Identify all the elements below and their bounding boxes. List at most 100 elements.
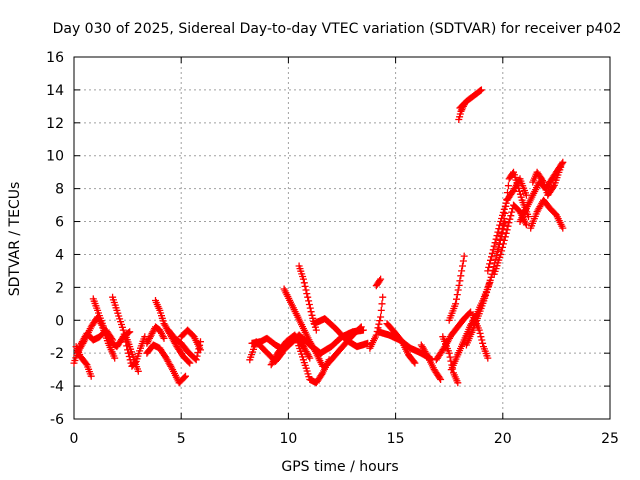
data-point <box>119 326 127 334</box>
y-axis-label: SDTVAR / TECUs <box>7 182 23 297</box>
x-tick-label: 25 <box>601 431 619 447</box>
data-track <box>89 295 134 351</box>
data-point <box>459 262 466 270</box>
data-point <box>492 255 500 263</box>
data-track <box>164 326 204 364</box>
data-point <box>501 233 509 241</box>
data-point <box>496 235 504 243</box>
data-point <box>303 290 311 298</box>
data-point <box>126 328 134 336</box>
data-point <box>357 323 365 331</box>
data-point <box>378 300 386 308</box>
data-point <box>453 295 460 303</box>
data-point <box>111 354 119 362</box>
data-track <box>469 311 492 362</box>
data-point <box>457 107 465 115</box>
data-point <box>484 286 491 293</box>
data-point <box>160 334 168 342</box>
data-point <box>517 193 525 201</box>
data-point <box>485 263 493 271</box>
data-point <box>306 354 314 362</box>
x-tick-label: 0 <box>70 431 79 447</box>
data-track <box>495 168 532 253</box>
data-point <box>505 219 513 227</box>
data-point <box>495 240 503 248</box>
data-point <box>496 221 504 229</box>
data-point <box>491 239 499 247</box>
data-point <box>364 339 372 347</box>
data-point <box>306 304 314 312</box>
y-tick-label: 10 <box>46 149 64 165</box>
data-point <box>477 86 485 94</box>
y-tick-label: 16 <box>46 50 64 66</box>
data-point <box>475 326 483 334</box>
data-point <box>181 373 189 381</box>
data-track <box>445 252 468 324</box>
data-point <box>302 286 310 294</box>
data-point <box>559 158 567 166</box>
data-point <box>134 367 142 375</box>
data-point <box>498 225 506 233</box>
data-point <box>458 267 466 275</box>
x-tick-label: 15 <box>387 431 405 447</box>
data-point <box>125 349 132 357</box>
data-point <box>377 313 385 321</box>
data-point <box>558 160 566 168</box>
data-point <box>483 289 491 296</box>
data-point <box>490 242 498 250</box>
data-point <box>499 208 507 216</box>
data-point <box>356 324 364 332</box>
data-point <box>376 317 384 325</box>
data-point <box>487 273 495 281</box>
data-point <box>459 104 467 112</box>
data-point <box>503 226 511 234</box>
data-point <box>312 326 320 334</box>
x-axis-label: GPS time / hours <box>281 459 398 475</box>
data-point <box>411 359 419 367</box>
data-point <box>437 376 445 383</box>
data-point <box>305 353 313 360</box>
data-point <box>493 232 501 240</box>
data-track <box>143 341 189 387</box>
data-point <box>457 272 465 280</box>
data-track <box>372 275 385 290</box>
data-point <box>185 358 193 366</box>
data-point <box>377 306 385 314</box>
data-point <box>301 282 309 290</box>
data-point <box>459 257 467 265</box>
data-point <box>502 202 510 210</box>
data-point <box>487 256 494 264</box>
y-tick-label: 8 <box>55 182 64 198</box>
data-point <box>500 215 508 222</box>
data-track <box>432 308 475 364</box>
data-track <box>366 293 387 352</box>
y-tick-label: -4 <box>50 379 64 395</box>
data-point <box>452 300 460 308</box>
data-point <box>507 212 515 220</box>
data-point <box>454 286 462 294</box>
data-point <box>488 249 496 257</box>
data-point <box>498 247 506 255</box>
data-point <box>503 196 511 203</box>
data-point <box>515 184 523 192</box>
data-point <box>453 291 461 299</box>
data-point <box>446 353 454 361</box>
data-point <box>455 281 463 289</box>
data-point <box>376 277 384 284</box>
data-point <box>514 181 522 189</box>
chart-title: Day 030 of 2025, Sidereal Day-to-day VTE… <box>53 21 622 37</box>
data-point <box>508 208 516 216</box>
data-point <box>477 333 485 341</box>
data-track <box>417 341 445 383</box>
x-tick-label: 5 <box>177 431 186 447</box>
data-track <box>455 101 468 123</box>
data-point <box>501 209 509 217</box>
y-tick-label: 12 <box>46 116 64 132</box>
data-point <box>499 220 507 228</box>
x-tick-label: 20 <box>494 431 512 447</box>
data-point <box>484 267 492 275</box>
data-point <box>482 292 490 300</box>
data-point <box>495 246 502 253</box>
data-point <box>557 163 565 171</box>
